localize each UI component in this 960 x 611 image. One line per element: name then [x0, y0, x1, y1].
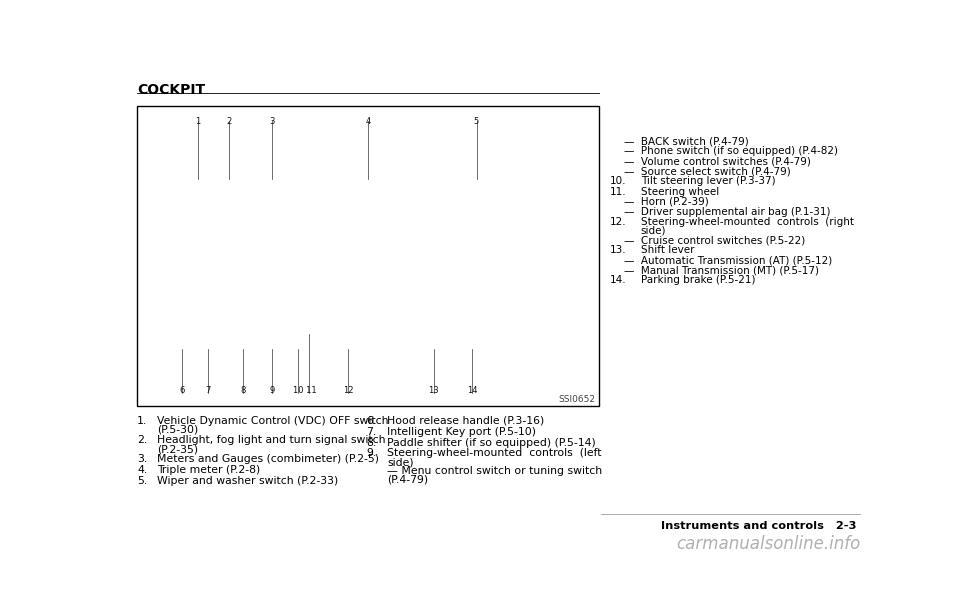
- Text: 8.: 8.: [367, 437, 376, 447]
- Text: side): side): [641, 225, 666, 235]
- Text: —  Phone switch (if so equipped) (P.4-82): — Phone switch (if so equipped) (P.4-82): [624, 147, 838, 156]
- Text: Paddle shifter (if so equipped) (P.5-14): Paddle shifter (if so equipped) (P.5-14): [388, 437, 596, 447]
- Text: — Menu control switch or tuning switch: — Menu control switch or tuning switch: [388, 466, 603, 476]
- Text: side): side): [388, 457, 414, 467]
- Text: 9.: 9.: [367, 448, 376, 458]
- Text: —  BACK switch (P.4-79): — BACK switch (P.4-79): [624, 136, 749, 147]
- Text: Steering-wheel-mounted  controls  (left: Steering-wheel-mounted controls (left: [388, 448, 602, 458]
- Bar: [137, 106, 599, 406]
- Text: 10.: 10.: [610, 177, 626, 186]
- Text: 13.: 13.: [610, 246, 627, 255]
- Text: 4.: 4.: [137, 465, 147, 475]
- Text: 1: 1: [195, 117, 200, 126]
- Text: 5.: 5.: [137, 476, 147, 486]
- Text: 4: 4: [366, 117, 371, 126]
- Text: 1.: 1.: [137, 416, 147, 426]
- Text: (P.5-30): (P.5-30): [157, 425, 199, 435]
- Text: 2: 2: [227, 117, 232, 126]
- Text: SSI0652: SSI0652: [559, 395, 596, 404]
- Text: 7: 7: [204, 386, 210, 395]
- Text: Tilt steering lever (P.3-37): Tilt steering lever (P.3-37): [641, 177, 776, 186]
- Text: Wiper and washer switch (P.2-33): Wiper and washer switch (P.2-33): [157, 476, 339, 486]
- Text: Headlight, fog light and turn signal switch: Headlight, fog light and turn signal swi…: [157, 435, 386, 445]
- Text: —  Volume control switches (P.4-79): — Volume control switches (P.4-79): [624, 156, 810, 166]
- Text: 14.: 14.: [610, 276, 627, 285]
- Text: Meters and Gauges (combimeter) (P.2-5): Meters and Gauges (combimeter) (P.2-5): [157, 455, 379, 464]
- Text: Hood release handle (P.3-16): Hood release handle (P.3-16): [388, 416, 544, 426]
- Text: 12.: 12.: [610, 216, 627, 227]
- Text: Instruments and controls   2-3: Instruments and controls 2-3: [660, 521, 856, 532]
- Text: 5: 5: [474, 117, 479, 126]
- Text: Parking brake (P.5-21): Parking brake (P.5-21): [641, 276, 756, 285]
- Text: —  Driver supplemental air bag (P.1-31): — Driver supplemental air bag (P.1-31): [624, 207, 830, 216]
- Text: 3.: 3.: [137, 455, 147, 464]
- Text: 7.: 7.: [367, 426, 376, 437]
- Text: (P.2-35): (P.2-35): [157, 444, 199, 454]
- Text: —  Source select switch (P.4-79): — Source select switch (P.4-79): [624, 166, 790, 177]
- Text: COCKPIT: COCKPIT: [137, 82, 205, 97]
- Text: (P.4-79): (P.4-79): [388, 475, 428, 485]
- Text: 9: 9: [269, 386, 275, 395]
- Text: 11.: 11.: [610, 186, 627, 197]
- Text: —  Manual Transmission (MT) (P.5-17): — Manual Transmission (MT) (P.5-17): [624, 265, 819, 276]
- Text: 8: 8: [241, 386, 246, 395]
- Text: Steering wheel: Steering wheel: [641, 186, 719, 197]
- Text: 2.: 2.: [137, 435, 147, 445]
- Text: Steering-wheel-mounted  controls  (right: Steering-wheel-mounted controls (right: [641, 216, 853, 227]
- Text: 10 11: 10 11: [293, 386, 316, 395]
- Text: —  Cruise control switches (P.5-22): — Cruise control switches (P.5-22): [624, 235, 805, 246]
- Text: Vehicle Dynamic Control (VDC) OFF switch: Vehicle Dynamic Control (VDC) OFF switch: [157, 416, 389, 426]
- Text: 13: 13: [428, 386, 439, 395]
- Text: —  Horn (P.2-39): — Horn (P.2-39): [624, 197, 708, 207]
- Text: 6.: 6.: [367, 416, 376, 426]
- Text: 3: 3: [269, 117, 275, 126]
- Text: 14: 14: [467, 386, 477, 395]
- Text: Triple meter (P.2-8): Triple meter (P.2-8): [157, 465, 260, 475]
- Text: 6: 6: [180, 386, 184, 395]
- Text: Shift lever: Shift lever: [641, 246, 694, 255]
- Text: 12: 12: [343, 386, 353, 395]
- Text: Intelligent Key port (P.5-10): Intelligent Key port (P.5-10): [388, 426, 537, 437]
- Text: —  Automatic Transmission (AT) (P.5-12): — Automatic Transmission (AT) (P.5-12): [624, 255, 832, 265]
- Text: carmanualsonline.info: carmanualsonline.info: [676, 535, 860, 554]
